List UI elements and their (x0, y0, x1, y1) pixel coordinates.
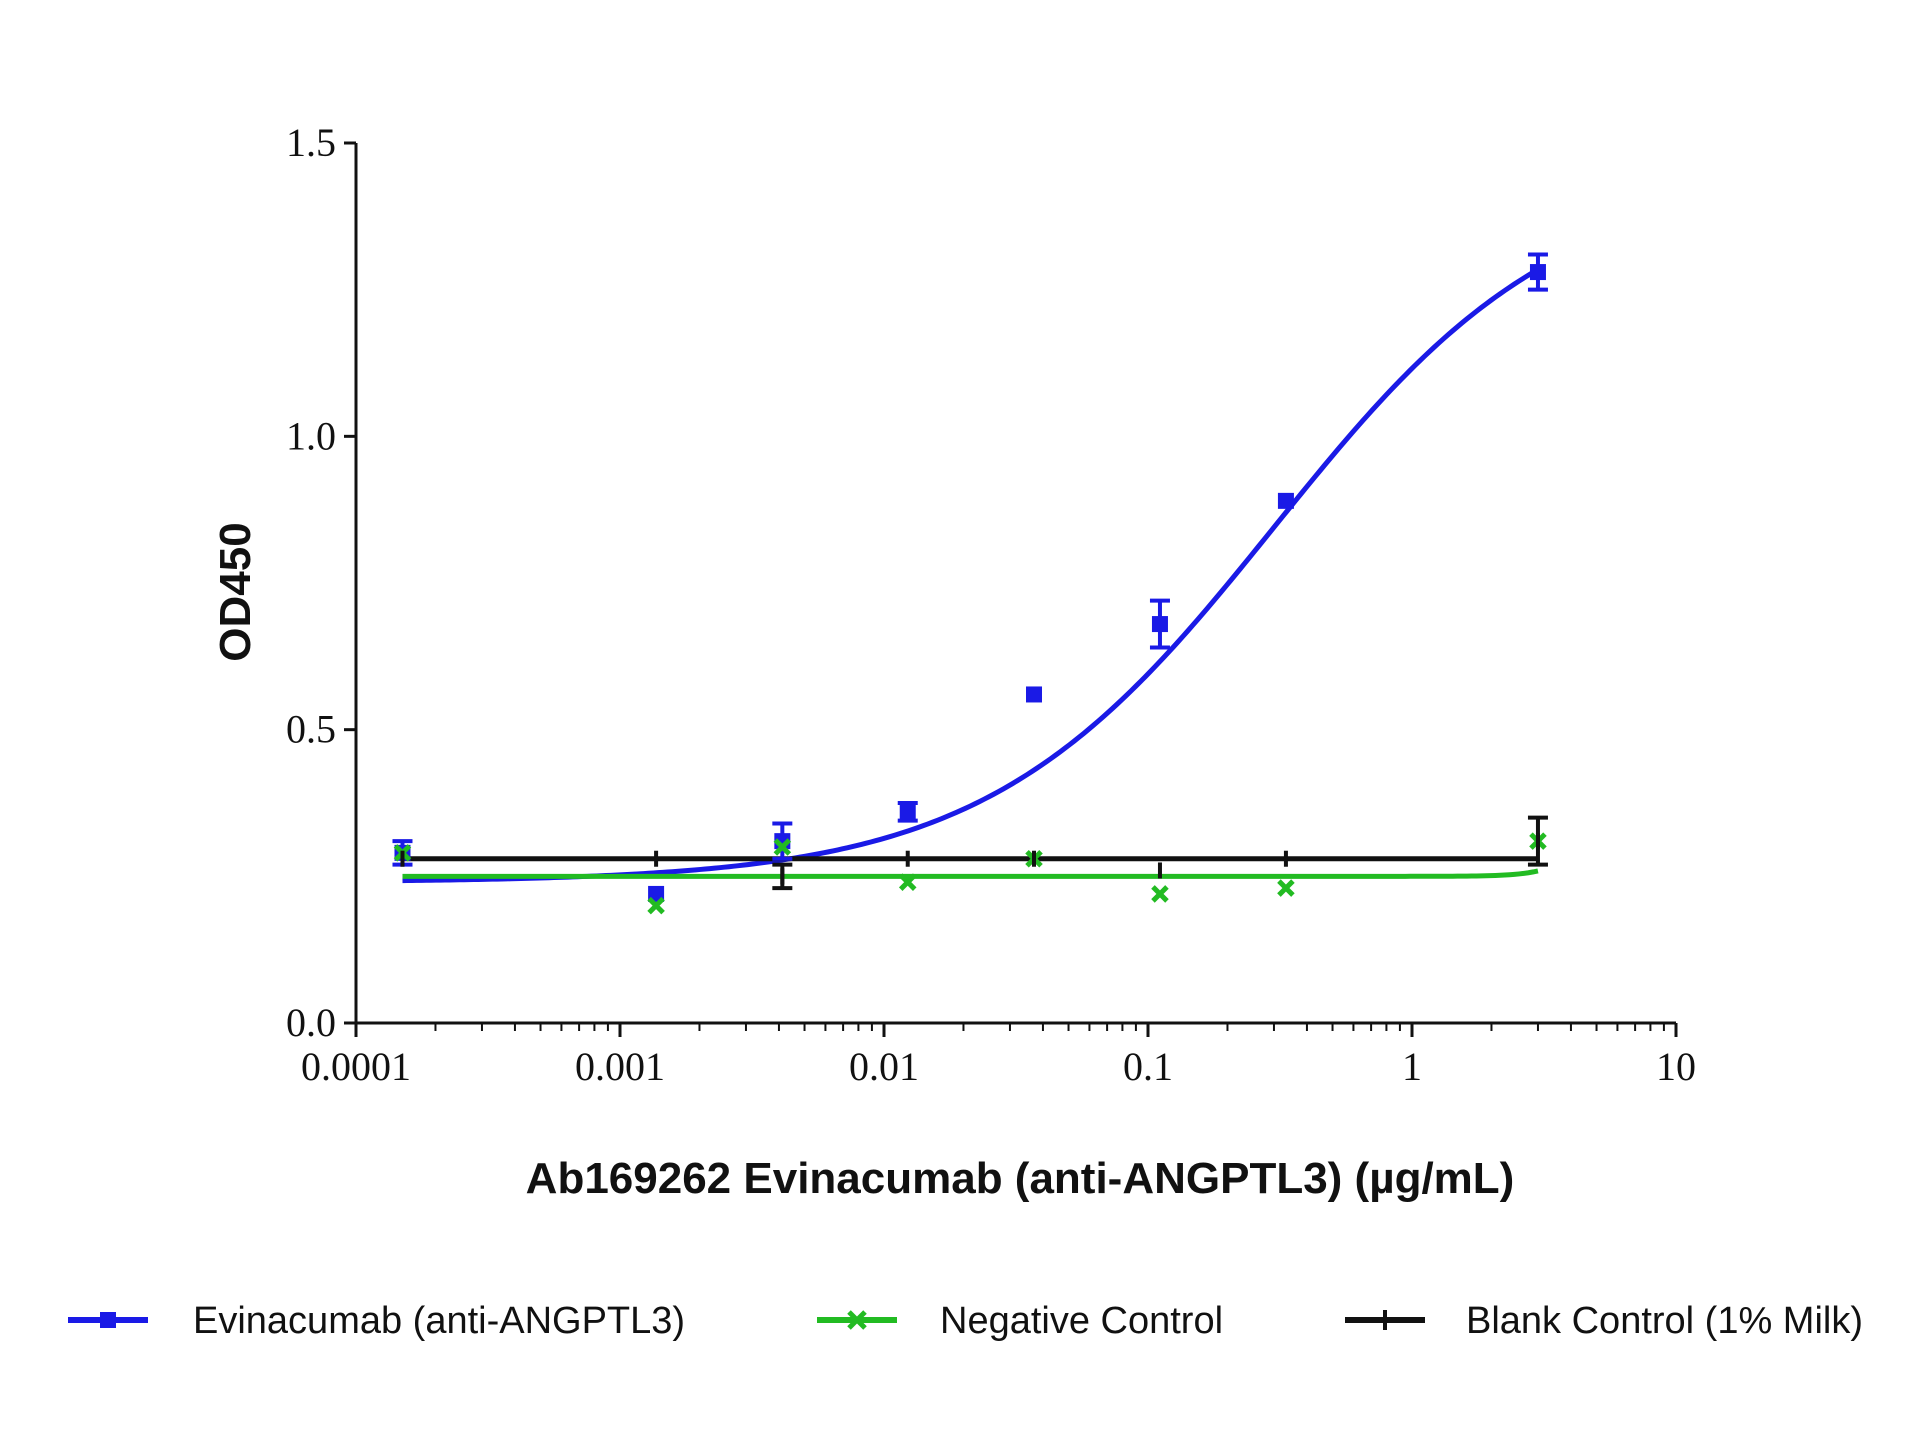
data-point-2 (1157, 862, 1162, 879)
data-point-0 (1026, 686, 1043, 703)
x-tick-label: 10 (1656, 1044, 1696, 1089)
data-point-0 (1529, 264, 1546, 281)
legend: Evinacumab (anti-ANGPTL3) Negative Contr… (68, 1300, 1863, 1342)
x-tick-label: 1 (1402, 1044, 1422, 1089)
x-tick-label: 0.1 (1123, 1044, 1173, 1089)
legend-label-negative-control: Negative Control (940, 1300, 1223, 1342)
data-point-1 (1151, 885, 1169, 903)
data-point-0 (1277, 492, 1294, 509)
legend-item-blank-control: Blank Control (1% Milk) (1345, 1300, 1863, 1342)
fit-curve-0 (402, 267, 1540, 884)
x-tick-label: 0.0001 (301, 1044, 411, 1089)
data-point-0 (899, 803, 916, 820)
legend-label-evinacumab: Evinacumab (anti-ANGPTL3) (193, 1300, 685, 1342)
data-point-2 (905, 850, 910, 867)
data-point-2 (1535, 833, 1540, 850)
y-axis-title: OD450 (211, 522, 260, 661)
data-point-1 (1277, 879, 1295, 897)
fit-curve-1 (402, 868, 1539, 879)
data-point-2 (654, 850, 659, 867)
data-point-1 (647, 896, 665, 915)
plot-area: 0.0 0.5 1.0 1.5 0.0001 0.001 0.01 0.1 1 10 (286, 120, 1696, 1089)
y-tick-label: 0.5 (286, 707, 336, 752)
data-point-1 (898, 873, 917, 891)
x-tick-label: 0.001 (575, 1044, 665, 1089)
y-tick-label: 1.0 (286, 413, 336, 458)
legend-label-blank-control: Blank Control (1% Milk) (1466, 1300, 1863, 1342)
legend-item-negative-control: Negative Control (817, 1300, 1223, 1342)
data-point-2 (1283, 850, 1288, 867)
data-point-0 (648, 885, 665, 902)
x-axis-title: Ab169262 Evinacumab (anti-ANGPTL3) (µg/m… (526, 1154, 1515, 1203)
data-point-2 (400, 850, 405, 867)
data-point-0 (1151, 616, 1168, 633)
data-point-2 (780, 868, 785, 885)
legend-item-evinacumab: Evinacumab (anti-ANGPTL3) (68, 1300, 685, 1342)
data-point-2 (1032, 850, 1037, 867)
y-tick-label: 0.0 (286, 1000, 336, 1045)
x-tick-label: 0.01 (849, 1044, 919, 1089)
y-tick-label: 1.5 (286, 120, 336, 165)
data-point-1 (773, 838, 792, 856)
